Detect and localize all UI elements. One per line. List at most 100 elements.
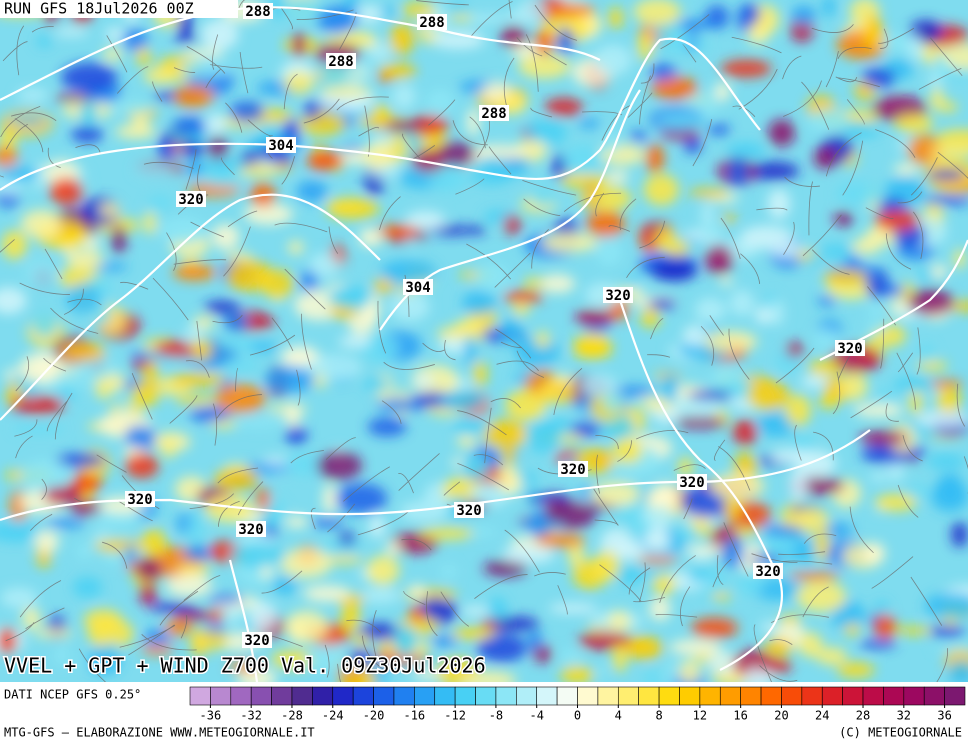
field-blob	[874, 209, 920, 232]
streamline	[106, 35, 128, 73]
field-blob	[761, 525, 806, 537]
field-blob	[502, 443, 516, 465]
field-blob	[633, 0, 681, 25]
field-blob	[813, 327, 839, 350]
field-blob	[75, 543, 94, 559]
streamline	[937, 151, 968, 179]
field-blob	[894, 114, 934, 133]
streamline	[639, 220, 666, 249]
field-blob	[700, 201, 714, 228]
streamline	[196, 320, 203, 361]
field-blob	[0, 521, 42, 543]
field-blob	[594, 44, 633, 76]
streamline	[897, 484, 919, 518]
colorbar-box	[495, 686, 517, 706]
field-blob	[405, 235, 419, 253]
field-blob	[943, 43, 968, 70]
contour-label-box	[479, 105, 509, 121]
contour-label-box	[603, 287, 633, 303]
field-blob	[143, 67, 179, 85]
field-blob	[935, 129, 968, 150]
field-blob	[158, 132, 174, 162]
streamline	[709, 315, 724, 336]
field-blob	[1, 230, 28, 260]
streamline	[238, 0, 245, 9]
field-blob	[62, 230, 87, 242]
field-blob	[637, 30, 653, 62]
field-blob	[729, 289, 755, 317]
streamline	[402, 133, 420, 159]
field-blob	[124, 544, 137, 566]
colorbar-box	[944, 686, 966, 706]
field-blob	[893, 377, 934, 393]
field-blob	[204, 300, 241, 315]
field-blob	[280, 347, 320, 366]
field-blob	[523, 277, 546, 288]
streamline	[152, 277, 189, 321]
field-blob	[456, 435, 477, 448]
streamline	[673, 464, 706, 471]
contour-label: 320	[456, 503, 481, 519]
streamline	[916, 327, 921, 375]
field-blob	[640, 505, 675, 526]
field-blob	[362, 143, 393, 170]
streamline	[850, 390, 893, 419]
field-blob	[200, 19, 239, 50]
streamline	[189, 493, 234, 510]
streamline	[803, 533, 837, 544]
streamline	[837, 77, 880, 88]
field-blob	[229, 543, 286, 568]
field-blob	[927, 168, 966, 181]
streamline	[683, 498, 693, 520]
colorbar-box	[352, 686, 374, 706]
field-blob	[0, 128, 17, 152]
streamline	[271, 317, 294, 352]
field-blob	[439, 564, 458, 579]
field-blob	[741, 667, 774, 682]
field-blob	[656, 114, 707, 129]
field-blob	[189, 407, 232, 422]
streamline	[871, 556, 914, 589]
field-blob	[31, 311, 58, 338]
field-blob	[924, 592, 968, 619]
contour-label-box	[176, 191, 206, 207]
streamline	[700, 325, 715, 366]
streamline	[636, 430, 689, 440]
streamline	[897, 191, 923, 204]
streamline	[78, 648, 107, 682]
streamline	[284, 268, 326, 310]
streamline	[190, 221, 224, 238]
field-blob	[917, 360, 948, 371]
field-blob	[793, 507, 830, 534]
field-blob	[190, 631, 229, 651]
streamline	[753, 624, 762, 657]
colorbar-box	[271, 686, 293, 706]
streamline	[283, 73, 298, 110]
field-blob	[43, 486, 83, 505]
streamline	[808, 181, 813, 236]
field-blob	[413, 373, 433, 388]
field-blob	[745, 161, 800, 181]
field-blob	[654, 226, 676, 249]
colorbar-tick-label: -16	[403, 709, 425, 723]
contour-label: 320	[127, 492, 152, 508]
field-blob	[203, 172, 247, 187]
field-blob	[541, 232, 598, 253]
field-blob	[874, 601, 890, 616]
streamline	[963, 456, 968, 494]
field-blob	[411, 364, 459, 396]
field-blob	[173, 610, 213, 622]
field-blob	[788, 571, 841, 581]
field-blob	[704, 245, 734, 275]
field-blob	[389, 292, 430, 322]
field-blob	[543, 2, 596, 18]
colorbar-box	[903, 686, 925, 706]
colorbar-tick-label: 16	[733, 709, 747, 723]
field-blob	[373, 277, 395, 294]
streamline	[638, 562, 646, 602]
field-blob	[328, 285, 373, 309]
field-blob	[560, 665, 594, 682]
streamline	[811, 249, 850, 275]
colorbar: -36 -32 -28 -24 -20 -16 -12 -8 -4 0 4 8 12 16 20 24 28 32…	[189, 686, 966, 723]
field-blob	[786, 341, 804, 358]
